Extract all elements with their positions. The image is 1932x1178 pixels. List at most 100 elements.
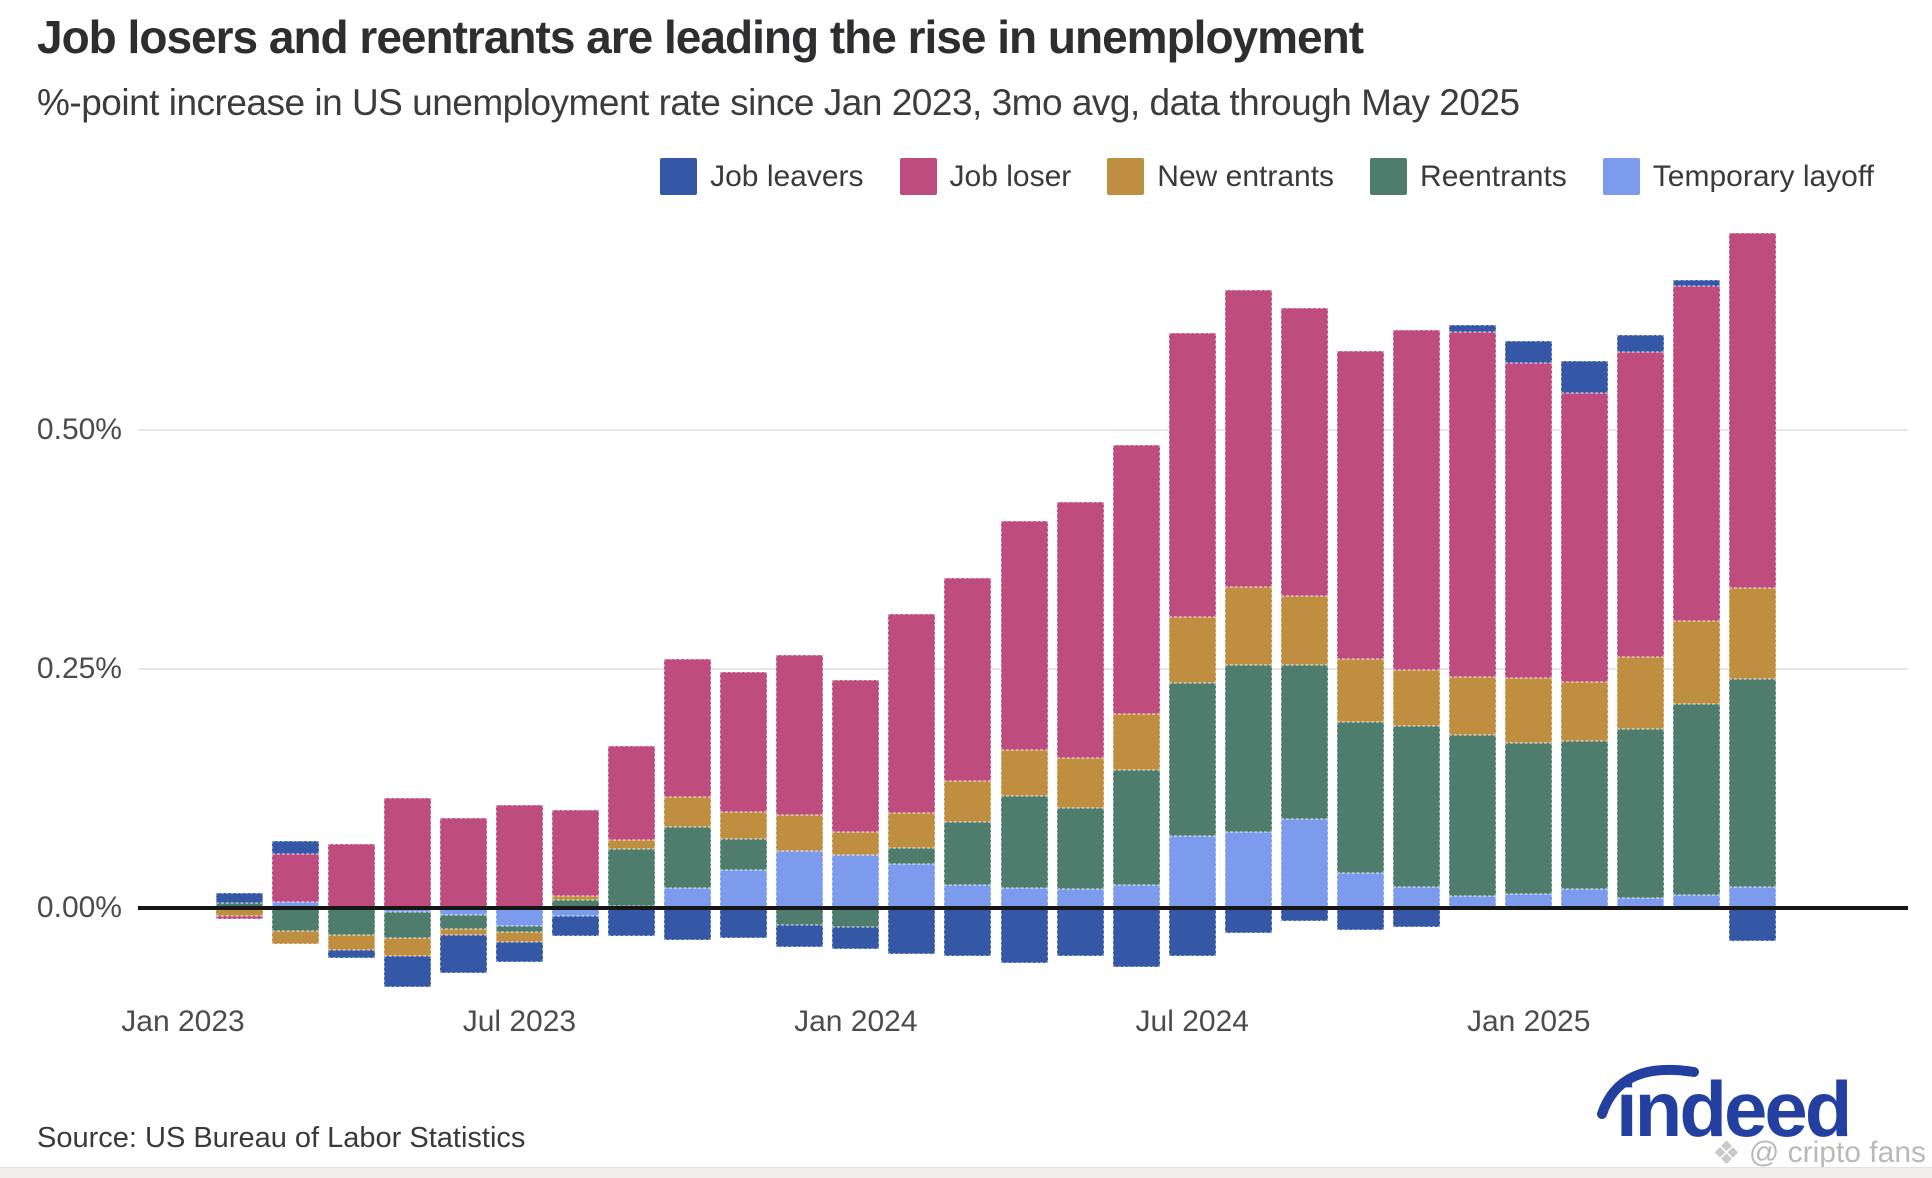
bar-segment-feb-2024-job-loser[interactable] [888, 613, 936, 814]
bar-segment-aug-2024-job-leavers[interactable] [1224, 908, 1272, 933]
bar-segment-apr-2024-job-loser[interactable] [1000, 520, 1048, 751]
bar-segment-oct-2023-temporary-layoff[interactable] [664, 887, 712, 908]
bar-segment-mar-2024-job-leavers[interactable] [944, 908, 992, 956]
bar-segment-sep-2023-job-leavers[interactable] [608, 908, 656, 936]
bar-segment-jul-2024-job-leavers[interactable] [1168, 908, 1216, 956]
bar-segment-nov-2024-temporary-layoff[interactable] [1393, 886, 1441, 908]
bar-segment-jun-2023-temporary-layoff[interactable] [439, 908, 487, 915]
bar-segment-jun-2023-job-leavers[interactable] [439, 934, 487, 973]
bar-segment-may-2025-new-entrants[interactable] [1729, 587, 1777, 679]
bar-segment-dec-2024-job-leavers[interactable] [1449, 324, 1497, 332]
bar-segment-apr-2025-reentrants[interactable] [1673, 704, 1721, 895]
bar-segment-oct-2024-job-leavers[interactable] [1336, 908, 1384, 930]
bar-segment-apr-2024-job-leavers[interactable] [1000, 908, 1048, 964]
bar-segment-jan-2025-reentrants[interactable] [1505, 742, 1553, 894]
bar-segment-nov-2024-job-leavers[interactable] [1393, 908, 1441, 928]
legend-item-reentrants[interactable]: Reentrants [1370, 158, 1567, 195]
bar-segment-nov-2023-job-leavers[interactable] [720, 908, 768, 938]
bar-segment-jan-2025-temporary-layoff[interactable] [1505, 893, 1553, 908]
bar-segment-may-2023-new-entrants[interactable] [383, 937, 431, 956]
bar-segment-mar-2025-new-entrants[interactable] [1617, 656, 1665, 730]
bar-segment-mar-2024-new-entrants[interactable] [944, 780, 992, 822]
bar-segment-oct-2024-temporary-layoff[interactable] [1336, 872, 1384, 908]
bar-segment-sep-2024-job-loser[interactable] [1280, 307, 1328, 597]
bar-segment-nov-2024-new-entrants[interactable] [1393, 669, 1441, 727]
bar-segment-may-2025-temporary-layoff[interactable] [1729, 886, 1777, 908]
bar-segment-jun-2023-reentrants[interactable] [439, 914, 487, 930]
bar-segment-apr-2024-new-entrants[interactable] [1000, 750, 1048, 797]
bar-segment-feb-2025-job-leavers[interactable] [1561, 361, 1609, 393]
bar-segment-mar-2025-job-loser[interactable] [1617, 351, 1665, 657]
bar-segment-jul-2024-temporary-layoff[interactable] [1168, 836, 1216, 908]
bar-segment-jul-2023-new-entrants[interactable] [495, 931, 543, 943]
bar-segment-jan-2024-reentrants[interactable] [832, 908, 880, 928]
bar-segment-may-2024-temporary-layoff[interactable] [1056, 888, 1104, 908]
bar-segment-sep-2023-job-loser[interactable] [608, 746, 656, 841]
bar-segment-apr-2023-job-leavers[interactable] [327, 950, 375, 958]
bar-segment-feb-2025-job-loser[interactable] [1561, 392, 1609, 683]
bar-segment-mar-2024-temporary-layoff[interactable] [944, 885, 992, 908]
bar-segment-apr-2025-job-loser[interactable] [1673, 285, 1721, 622]
bar-segment-sep-2023-new-entrants[interactable] [608, 840, 656, 849]
bar-segment-dec-2024-job-loser[interactable] [1449, 331, 1497, 677]
bar-segment-may-2023-job-loser[interactable] [383, 798, 431, 908]
bar-segment-mar-2023-new-entrants[interactable] [271, 930, 319, 945]
bar-segment-dec-2024-reentrants[interactable] [1449, 734, 1497, 896]
bar-segment-aug-2023-temporary-layoff[interactable] [551, 908, 599, 916]
bar-segment-nov-2023-new-entrants[interactable] [720, 812, 768, 840]
bar-segment-aug-2023-reentrants[interactable] [551, 900, 599, 908]
bar-segment-feb-2024-job-leavers[interactable] [888, 908, 936, 954]
bar-segment-oct-2024-job-loser[interactable] [1336, 350, 1384, 660]
bar-segment-aug-2024-reentrants[interactable] [1224, 665, 1272, 832]
bar-segment-dec-2023-job-loser[interactable] [776, 654, 824, 816]
bar-segment-feb-2024-new-entrants[interactable] [888, 813, 936, 848]
bar-segment-jul-2024-new-entrants[interactable] [1168, 617, 1216, 684]
bar-segment-feb-2025-temporary-layoff[interactable] [1561, 888, 1609, 908]
bar-segment-feb-2023-reentrants[interactable] [215, 903, 263, 908]
bar-segment-jun-2024-reentrants[interactable] [1112, 770, 1160, 886]
bar-segment-jun-2024-temporary-layoff[interactable] [1112, 885, 1160, 908]
bar-segment-apr-2023-reentrants[interactable] [327, 908, 375, 935]
bar-segment-jun-2024-job-loser[interactable] [1112, 445, 1160, 714]
bar-segment-jan-2024-temporary-layoff[interactable] [832, 855, 880, 908]
bar-segment-sep-2024-temporary-layoff[interactable] [1280, 819, 1328, 908]
bar-segment-dec-2023-reentrants[interactable] [776, 908, 824, 926]
bar-segment-nov-2023-reentrants[interactable] [720, 839, 768, 870]
bar-segment-jan-2025-job-leavers[interactable] [1505, 341, 1553, 364]
bar-segment-nov-2024-reentrants[interactable] [1393, 726, 1441, 887]
bar-segment-jan-2024-job-loser[interactable] [832, 679, 880, 833]
bar-segment-aug-2023-job-leavers[interactable] [551, 915, 599, 936]
bar-segment-mar-2025-temporary-layoff[interactable] [1617, 898, 1665, 908]
bar-segment-jul-2024-reentrants[interactable] [1168, 683, 1216, 837]
bar-segment-mar-2024-job-loser[interactable] [944, 578, 992, 781]
bar-segment-aug-2024-new-entrants[interactable] [1224, 586, 1272, 666]
bar-segment-apr-2023-new-entrants[interactable] [327, 934, 375, 951]
bar-segment-may-2024-job-loser[interactable] [1056, 501, 1104, 758]
bar-segment-mar-2024-reentrants[interactable] [944, 821, 992, 886]
bar-segment-apr-2023-job-loser[interactable] [327, 843, 375, 908]
bar-segment-mar-2025-reentrants[interactable] [1617, 729, 1665, 899]
bar-segment-may-2024-reentrants[interactable] [1056, 807, 1104, 889]
bar-segment-may-2025-reentrants[interactable] [1729, 678, 1777, 887]
bar-segment-jan-2024-new-entrants[interactable] [832, 832, 880, 856]
bar-segment-jan-2025-new-entrants[interactable] [1505, 677, 1553, 743]
bar-segment-aug-2024-temporary-layoff[interactable] [1224, 831, 1272, 908]
bar-segment-feb-2023-job-leavers[interactable] [215, 892, 263, 904]
bar-segment-mar-2023-job-loser[interactable] [271, 853, 319, 903]
bar-segment-dec-2023-job-leavers[interactable] [776, 925, 824, 948]
bar-segment-nov-2024-job-loser[interactable] [1393, 329, 1441, 670]
bar-segment-jul-2023-reentrants[interactable] [495, 926, 543, 932]
bar-segment-jul-2023-job-loser[interactable] [495, 804, 543, 908]
bar-segment-may-2025-job-loser[interactable] [1729, 233, 1777, 588]
legend-item-temporary-layoff[interactable]: Temporary layoff [1602, 158, 1874, 195]
bar-segment-aug-2024-job-loser[interactable] [1224, 290, 1272, 587]
bar-segment-feb-2025-new-entrants[interactable] [1561, 682, 1609, 741]
bar-segment-apr-2024-reentrants[interactable] [1000, 796, 1048, 888]
bar-segment-aug-2023-new-entrants[interactable] [551, 895, 599, 901]
bar-segment-apr-2025-temporary-layoff[interactable] [1673, 894, 1721, 908]
bar-segment-dec-2023-new-entrants[interactable] [776, 815, 824, 851]
bar-segment-mar-2023-temporary-layoff[interactable] [271, 902, 319, 908]
bar-segment-mar-2025-job-leavers[interactable] [1617, 335, 1665, 352]
bar-segment-oct-2023-new-entrants[interactable] [664, 797, 712, 827]
bar-segment-jul-2024-job-loser[interactable] [1168, 333, 1216, 618]
